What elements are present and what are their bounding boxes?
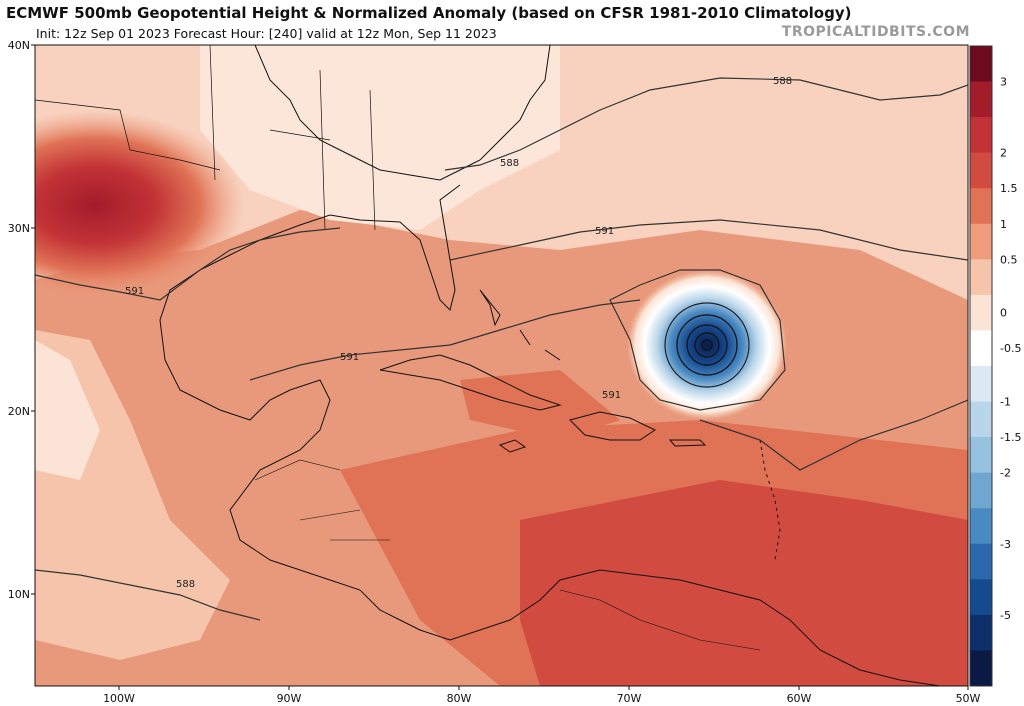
colorbar-swatch bbox=[970, 294, 992, 331]
puerto-rico bbox=[668, 439, 707, 447]
colorbar: 3 2 1.5 1 0.5 0 -0.5 -1 -1.5 -2 -3 -5 bbox=[969, 45, 1021, 687]
colorbar-label: -3 bbox=[1000, 538, 1011, 551]
south-america-borders bbox=[559, 589, 761, 651]
longitude-axis: 100W 90W 80W 70W 60W 50W bbox=[103, 686, 981, 705]
anomaly-moderate-caribbean bbox=[460, 370, 620, 440]
lon-label: 90W bbox=[277, 692, 302, 705]
colorbar-label: 1 bbox=[1000, 218, 1007, 231]
colorbar-swatch bbox=[970, 508, 992, 545]
colorbar-label: 3 bbox=[1000, 76, 1007, 89]
lat-label: 30N bbox=[8, 222, 30, 235]
colorbar-swatch bbox=[970, 472, 992, 509]
colorbar-swatch bbox=[970, 650, 992, 687]
colorbar-swatch bbox=[970, 614, 992, 651]
cyclone-contour-4 bbox=[694, 332, 720, 358]
lon-label: 60W bbox=[787, 692, 812, 705]
lat-label: 10N bbox=[8, 588, 30, 601]
hispaniola bbox=[569, 411, 657, 441]
map-title: ECMWF 500mb Geopotential Height & Normal… bbox=[6, 4, 852, 22]
map-field: 588 588 591 591 591 591 588 bbox=[35, 45, 968, 686]
coastlines bbox=[35, 45, 941, 686]
colorbar-label: -1.5 bbox=[1000, 431, 1021, 444]
colorbar-label: 2 bbox=[1000, 147, 1007, 160]
contour-591-north bbox=[449, 219, 968, 261]
colorbar-swatch bbox=[970, 579, 992, 616]
lon-label: 50W bbox=[956, 692, 981, 705]
colorbar-label: -5 bbox=[1000, 609, 1011, 622]
contour-label: 591 bbox=[602, 390, 621, 401]
colorbar-swatch bbox=[970, 259, 992, 296]
cuba bbox=[379, 354, 562, 411]
florida-coast bbox=[329, 184, 461, 311]
contour-label: 591 bbox=[340, 352, 359, 363]
contour-labels: 588 588 591 591 591 591 588 bbox=[125, 76, 792, 590]
cyclone-contour-3 bbox=[686, 324, 728, 366]
colorbar-label: 0.5 bbox=[1000, 253, 1018, 266]
contour-label: 588 bbox=[176, 579, 195, 590]
colorbar-swatch bbox=[970, 543, 992, 580]
jamaica bbox=[498, 439, 527, 453]
contour-label: 588 bbox=[773, 76, 792, 87]
colorbar-swatch bbox=[970, 117, 992, 154]
contour-588-north bbox=[444, 77, 968, 171]
colorbar-swatch bbox=[970, 46, 992, 83]
lon-label: 70W bbox=[617, 692, 642, 705]
colorbar-label: 0 bbox=[1000, 307, 1007, 320]
colorbar-swatch bbox=[970, 401, 992, 438]
contour-591-cyclone bbox=[609, 269, 786, 411]
gulf-central-america-coast bbox=[159, 214, 941, 686]
height-contours bbox=[35, 77, 968, 621]
us-east-coast bbox=[254, 45, 551, 181]
bahamas bbox=[479, 289, 561, 361]
central-america-borders bbox=[254, 459, 390, 541]
colorbar-swatch bbox=[970, 437, 992, 474]
contour-591-west bbox=[35, 227, 341, 301]
lon-label: 80W bbox=[447, 692, 472, 705]
contour-588-south bbox=[35, 569, 261, 621]
cyclone-contour-1 bbox=[664, 302, 750, 388]
anomaly-strong-south bbox=[520, 480, 968, 686]
colorbar-label: -2 bbox=[1000, 467, 1011, 480]
colorbar-swatch bbox=[970, 81, 992, 118]
colorbar-swatch bbox=[970, 152, 992, 189]
lat-label: 20N bbox=[8, 405, 30, 418]
colorbar-swatch bbox=[970, 188, 992, 225]
contour-label: 591 bbox=[125, 286, 144, 297]
lon-label: 100W bbox=[103, 692, 135, 705]
contour-591-central bbox=[249, 299, 641, 381]
anomaly-warm-texas bbox=[35, 110, 245, 300]
map-subtitle: Init: 12z Sep 01 2023 Forecast Hour: [24… bbox=[36, 26, 497, 41]
colorbar-label: 1.5 bbox=[1000, 182, 1018, 195]
colorbar-label: -0.5 bbox=[1000, 342, 1021, 355]
contour-label: 591 bbox=[595, 226, 614, 237]
state-borders-2 bbox=[209, 45, 376, 231]
state-borders-1 bbox=[35, 99, 221, 171]
colorbar-swatch bbox=[970, 330, 992, 367]
contour-591-east bbox=[699, 399, 968, 471]
cyclone-anomaly bbox=[627, 270, 787, 420]
colorbar-swatch bbox=[970, 223, 992, 260]
cyclone-contour-5 bbox=[701, 339, 713, 351]
latitude-axis: 40N 30N 20N 10N bbox=[8, 39, 35, 601]
contour-label: 588 bbox=[500, 158, 519, 169]
credit-watermark: TROPICALTIDBITS.COM bbox=[781, 24, 970, 40]
anomaly-near-zero-us bbox=[200, 45, 560, 230]
anomaly-pale-pacific bbox=[35, 340, 100, 480]
lat-label: 40N bbox=[8, 39, 30, 52]
colorbar-frame bbox=[969, 45, 993, 687]
map-frame bbox=[34, 44, 969, 687]
colorbar-swatch bbox=[970, 366, 992, 403]
cyclone-contour-2 bbox=[676, 314, 738, 376]
colorbar-label: -1 bbox=[1000, 396, 1011, 409]
